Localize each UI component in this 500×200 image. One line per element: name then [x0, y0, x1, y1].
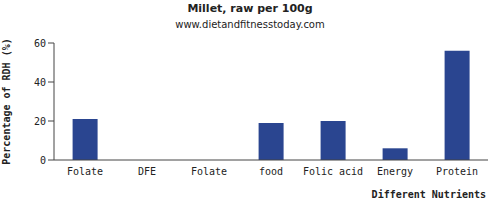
svg-text:food: food: [259, 166, 283, 177]
svg-text:60: 60: [34, 38, 46, 49]
svg-text:Protein: Protein: [436, 166, 478, 177]
svg-text:Folic acid: Folic acid: [303, 166, 363, 177]
svg-text:0: 0: [40, 155, 46, 166]
svg-text:Folate: Folate: [67, 166, 103, 177]
svg-text:40: 40: [34, 77, 46, 88]
html-text:www.dietandfitnesstoday.com: www.dietandfitnesstoday.com: [175, 19, 325, 30]
svg-text:Percentage of RDH (%): Percentage of RDH (%): [8, 38, 12, 164]
svg-text:Energy: Energy: [377, 166, 413, 177]
svg-text:Folate: Folate: [191, 166, 227, 177]
html-text:Millet, raw per 100g: Millet, raw per 100g: [187, 2, 313, 15]
svg-text:DFE: DFE: [138, 166, 156, 177]
svg-text:Different Nutrients: Different Nutrients: [372, 189, 486, 200]
svg-text:20: 20: [34, 116, 46, 127]
